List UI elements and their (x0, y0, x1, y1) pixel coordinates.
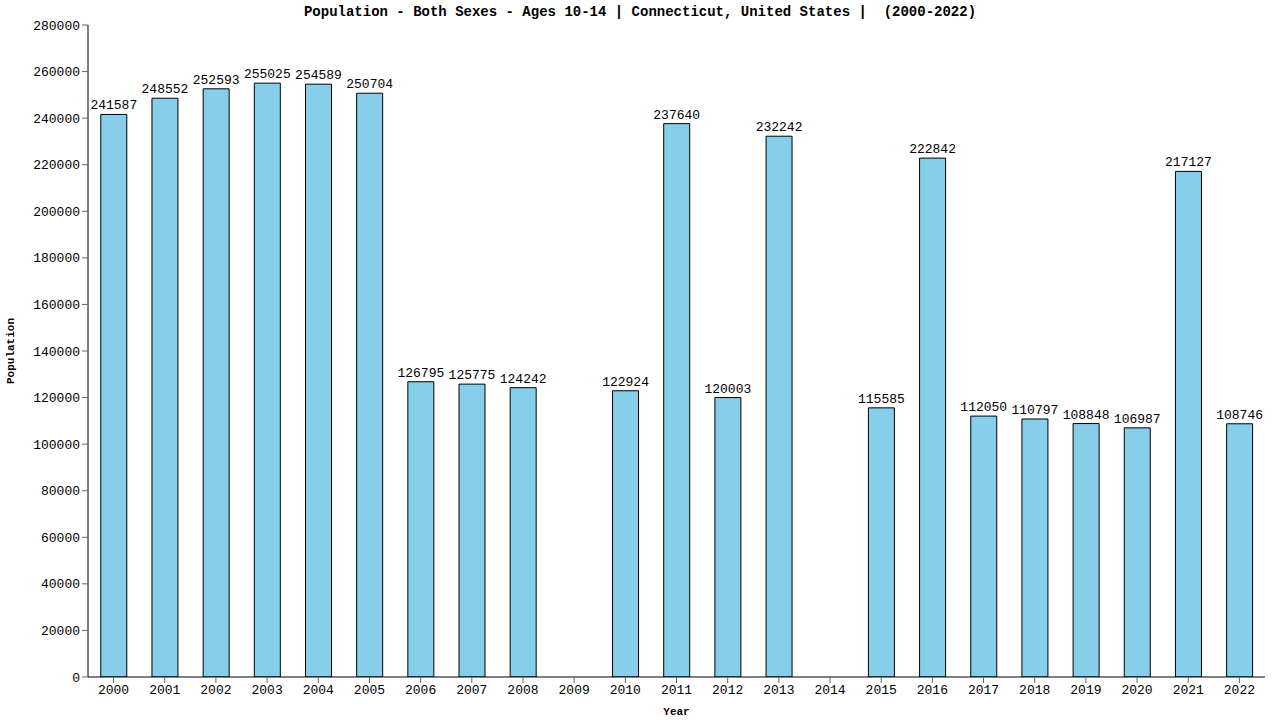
svg-text:2016: 2016 (917, 683, 948, 698)
svg-text:2012: 2012 (712, 683, 743, 698)
svg-text:125775: 125775 (449, 368, 496, 383)
svg-text:2005: 2005 (354, 683, 385, 698)
svg-text:2015: 2015 (866, 683, 897, 698)
svg-text:2020: 2020 (1121, 683, 1152, 698)
svg-text:2017: 2017 (968, 683, 999, 698)
svg-text:2013: 2013 (763, 683, 794, 698)
svg-text:80000: 80000 (41, 484, 80, 499)
svg-text:2022: 2022 (1224, 683, 1255, 698)
svg-text:240000: 240000 (33, 112, 80, 127)
svg-text:Population: Population (8, 318, 17, 384)
svg-text:2000: 2000 (98, 683, 129, 698)
svg-text:248552: 248552 (142, 82, 189, 97)
svg-text:2014: 2014 (814, 683, 845, 698)
svg-text:100000: 100000 (33, 438, 80, 453)
svg-text:250704: 250704 (346, 77, 393, 92)
svg-text:2002: 2002 (200, 683, 231, 698)
svg-text:2009: 2009 (559, 683, 590, 698)
svg-text:255025: 255025 (244, 67, 291, 82)
svg-text:237640: 237640 (653, 108, 700, 123)
svg-text:120000: 120000 (33, 391, 80, 406)
svg-text:2003: 2003 (251, 683, 282, 698)
svg-text:2019: 2019 (1070, 683, 1101, 698)
svg-text:110797: 110797 (1012, 403, 1059, 418)
svg-text:252593: 252593 (193, 73, 240, 88)
svg-text:2007: 2007 (456, 683, 487, 698)
svg-text:124242: 124242 (500, 372, 547, 387)
svg-text:160000: 160000 (33, 298, 80, 313)
html-text:Population - Both Sexes - Ages: Population - Both Sexes - Ages 10-14 | C… (303, 4, 976, 20)
svg-text:40000: 40000 (41, 577, 80, 592)
svg-text:180000: 180000 (33, 251, 80, 266)
svg-text:126795: 126795 (397, 366, 444, 381)
svg-text:2006: 2006 (405, 683, 436, 698)
svg-text:2018: 2018 (1019, 683, 1050, 698)
svg-text:Year: Year (663, 706, 689, 718)
svg-text:115585: 115585 (858, 392, 905, 407)
svg-text:2004: 2004 (303, 683, 334, 698)
svg-text:108746: 108746 (1216, 408, 1263, 423)
svg-text:222842: 222842 (909, 142, 956, 157)
svg-text:217127: 217127 (1165, 155, 1212, 170)
svg-text:2010: 2010 (610, 683, 641, 698)
svg-text:0: 0 (72, 671, 80, 686)
svg-text:260000: 260000 (33, 65, 80, 80)
svg-text:2011: 2011 (661, 683, 692, 698)
svg-text:60000: 60000 (41, 531, 80, 546)
svg-text:122924: 122924 (602, 375, 649, 390)
svg-text:200000: 200000 (33, 205, 80, 220)
svg-text:120003: 120003 (704, 382, 751, 397)
svg-text:112050: 112050 (960, 400, 1007, 415)
svg-text:241587: 241587 (90, 98, 137, 113)
svg-text:20000: 20000 (41, 624, 80, 639)
svg-text:2021: 2021 (1173, 683, 1204, 698)
svg-text:106987: 106987 (1114, 412, 1161, 427)
svg-text:232242: 232242 (756, 120, 803, 135)
svg-text:108848: 108848 (1063, 408, 1110, 423)
svg-text:280000: 280000 (33, 19, 80, 34)
svg-text:2008: 2008 (507, 683, 538, 698)
svg-text:2001: 2001 (149, 683, 180, 698)
svg-text:220000: 220000 (33, 158, 80, 173)
svg-text:254589: 254589 (295, 68, 342, 83)
svg-text:140000: 140000 (33, 345, 80, 360)
